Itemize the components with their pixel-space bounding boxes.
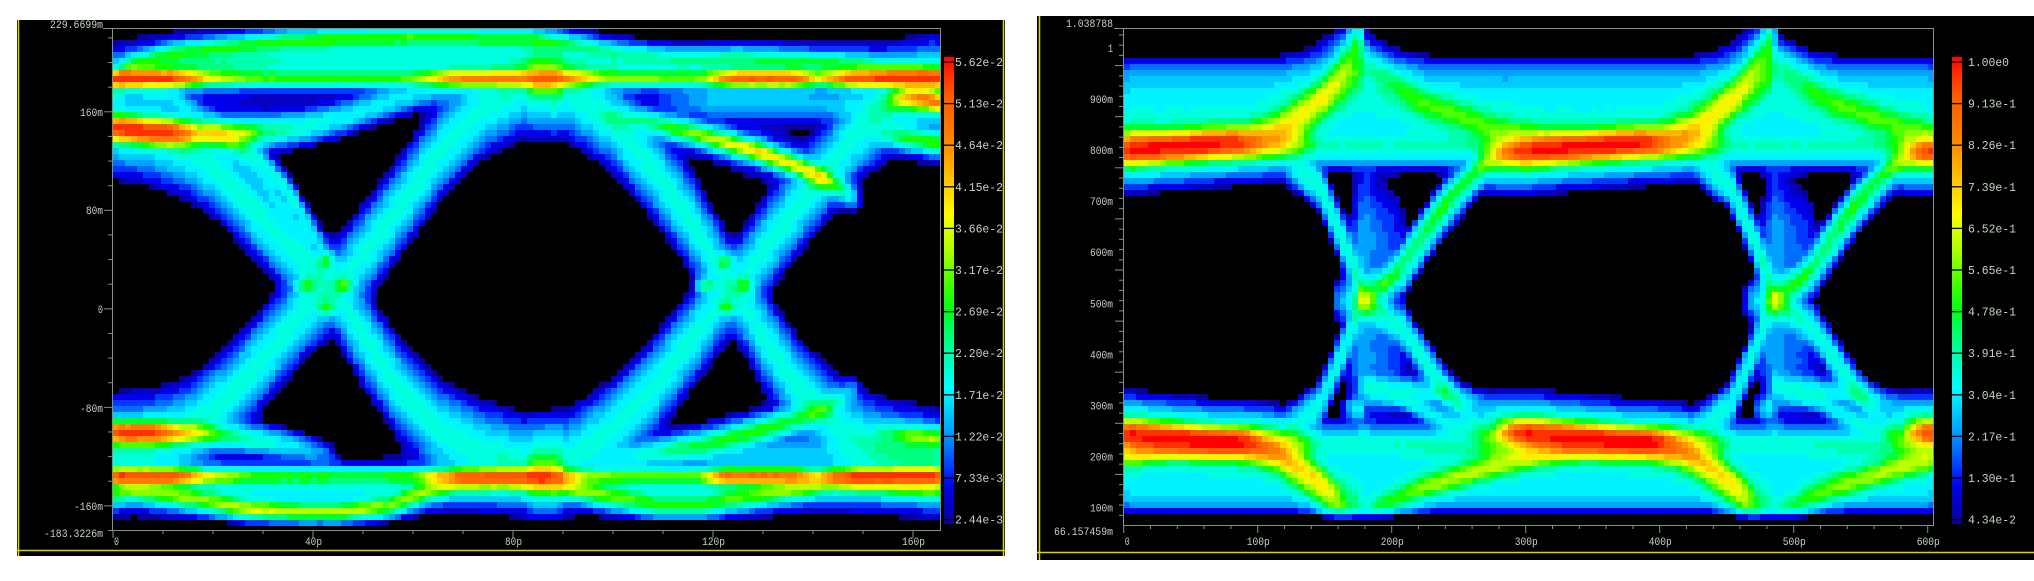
svg-text:3.91e-1: 3.91e-1	[1968, 347, 2016, 361]
svg-text:2.17e-1: 2.17e-1	[1968, 430, 2016, 444]
svg-text:8.26e-1: 8.26e-1	[1968, 139, 2016, 153]
svg-text:5.65e-1: 5.65e-1	[1968, 264, 2016, 278]
svg-text:0: 0	[98, 305, 103, 317]
svg-text:900m: 900m	[1090, 95, 1113, 107]
svg-text:600m: 600m	[1090, 248, 1113, 260]
svg-text:200m: 200m	[1090, 453, 1113, 465]
svg-text:229.6699m: 229.6699m	[50, 20, 103, 32]
svg-text:500m: 500m	[1090, 299, 1113, 311]
svg-text:700m: 700m	[1090, 197, 1113, 209]
svg-text:1: 1	[1108, 44, 1113, 56]
svg-text:120p: 120p	[702, 537, 725, 549]
svg-text:5.62e-2: 5.62e-2	[955, 56, 1003, 70]
svg-text:4.78e-1: 4.78e-1	[1968, 306, 2016, 320]
svg-text:100m: 100m	[1090, 504, 1113, 516]
svg-text:600p: 600p	[1917, 537, 1940, 549]
svg-text:7.39e-1: 7.39e-1	[1968, 181, 2016, 195]
svg-text:40p: 40p	[305, 537, 322, 549]
svg-text:1.71e-2: 1.71e-2	[955, 389, 1003, 403]
svg-text:400m: 400m	[1090, 350, 1113, 362]
svg-text:-80m: -80m	[80, 404, 103, 416]
svg-text:0: 0	[1125, 537, 1130, 549]
svg-text:-183.3226m: -183.3226m	[44, 529, 103, 541]
svg-text:1.00e0: 1.00e0	[1968, 56, 2009, 70]
svg-text:400p: 400p	[1649, 537, 1672, 549]
svg-text:3.17e-2: 3.17e-2	[955, 264, 1003, 278]
svg-text:4.15e-2: 4.15e-2	[955, 181, 1003, 195]
svg-text:1.30e-1: 1.30e-1	[1968, 472, 2016, 486]
svg-text:100p: 100p	[1247, 537, 1270, 549]
svg-text:-160m: -160m	[74, 502, 103, 514]
svg-text:9.13e-1: 9.13e-1	[1968, 98, 2016, 112]
svg-text:160m: 160m	[80, 108, 103, 120]
svg-text:0: 0	[114, 537, 119, 549]
svg-text:6.52e-1: 6.52e-1	[1968, 222, 2016, 236]
svg-text:80m: 80m	[86, 206, 103, 218]
svg-text:300m: 300m	[1090, 402, 1113, 414]
svg-text:4.64e-2: 4.64e-2	[955, 139, 1003, 153]
svg-text:3.66e-2: 3.66e-2	[955, 222, 1003, 236]
svg-text:80p: 80p	[505, 537, 522, 549]
svg-text:3.04e-1: 3.04e-1	[1968, 389, 2016, 403]
svg-text:5.13e-2: 5.13e-2	[955, 98, 1003, 112]
svg-text:500p: 500p	[1783, 537, 1806, 549]
svg-text:1.22e-2: 1.22e-2	[955, 430, 1003, 444]
svg-text:160p: 160p	[902, 537, 925, 549]
svg-text:1.038788: 1.038788	[1066, 19, 1113, 31]
svg-text:2.20e-2: 2.20e-2	[955, 347, 1003, 361]
svg-text:800m: 800m	[1090, 146, 1113, 158]
svg-text:4.34e-2: 4.34e-2	[1968, 514, 2016, 528]
svg-text:300p: 300p	[1515, 537, 1538, 549]
svg-text:2.69e-2: 2.69e-2	[955, 306, 1003, 320]
svg-text:200p: 200p	[1381, 537, 1404, 549]
svg-text:66.157459m: 66.157459m	[1054, 527, 1113, 539]
svg-text:7.33e-3: 7.33e-3	[955, 472, 1003, 486]
svg-text:2.44e-3: 2.44e-3	[955, 514, 1003, 528]
